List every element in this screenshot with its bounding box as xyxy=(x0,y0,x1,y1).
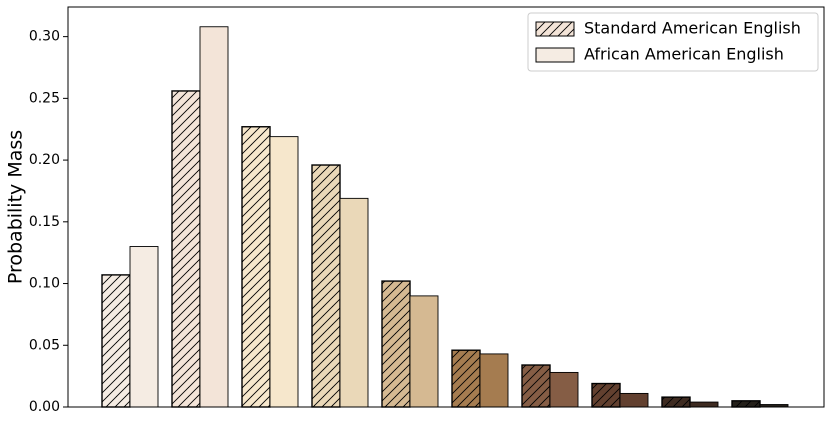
bar xyxy=(521,364,551,408)
legend-swatch xyxy=(535,21,575,37)
bar xyxy=(269,136,299,408)
y-axis-label: Probability Mass xyxy=(5,130,27,284)
bar xyxy=(409,295,439,408)
legend-label: African American English xyxy=(584,45,784,64)
legend-swatch xyxy=(535,47,575,63)
y-tick-label: 0.05 xyxy=(29,337,60,353)
plot-frame xyxy=(67,6,825,408)
y-tick-label: 0.25 xyxy=(29,90,60,106)
bar xyxy=(731,400,761,408)
y-tick-label: 0.10 xyxy=(29,276,60,292)
legend: Standard American English African America… xyxy=(527,12,819,72)
bar xyxy=(549,371,579,408)
bar xyxy=(339,197,369,408)
bar xyxy=(129,246,159,408)
y-tick-label: 0.00 xyxy=(29,399,60,415)
bar xyxy=(381,280,411,408)
bar xyxy=(619,392,649,408)
bar xyxy=(171,90,201,408)
bar xyxy=(451,349,481,408)
y-tick-label: 0.30 xyxy=(29,29,60,45)
bar xyxy=(101,274,131,408)
bar xyxy=(479,353,509,408)
bar xyxy=(591,382,621,408)
bar xyxy=(241,126,271,408)
bar xyxy=(311,164,341,408)
bar xyxy=(689,401,719,408)
legend-frame xyxy=(527,12,819,72)
y-tick-label: 0.20 xyxy=(29,152,60,168)
bar xyxy=(199,26,229,408)
y-tick-label: 0.15 xyxy=(29,214,60,230)
bar xyxy=(661,396,691,408)
legend-label: Standard American English xyxy=(584,19,801,38)
